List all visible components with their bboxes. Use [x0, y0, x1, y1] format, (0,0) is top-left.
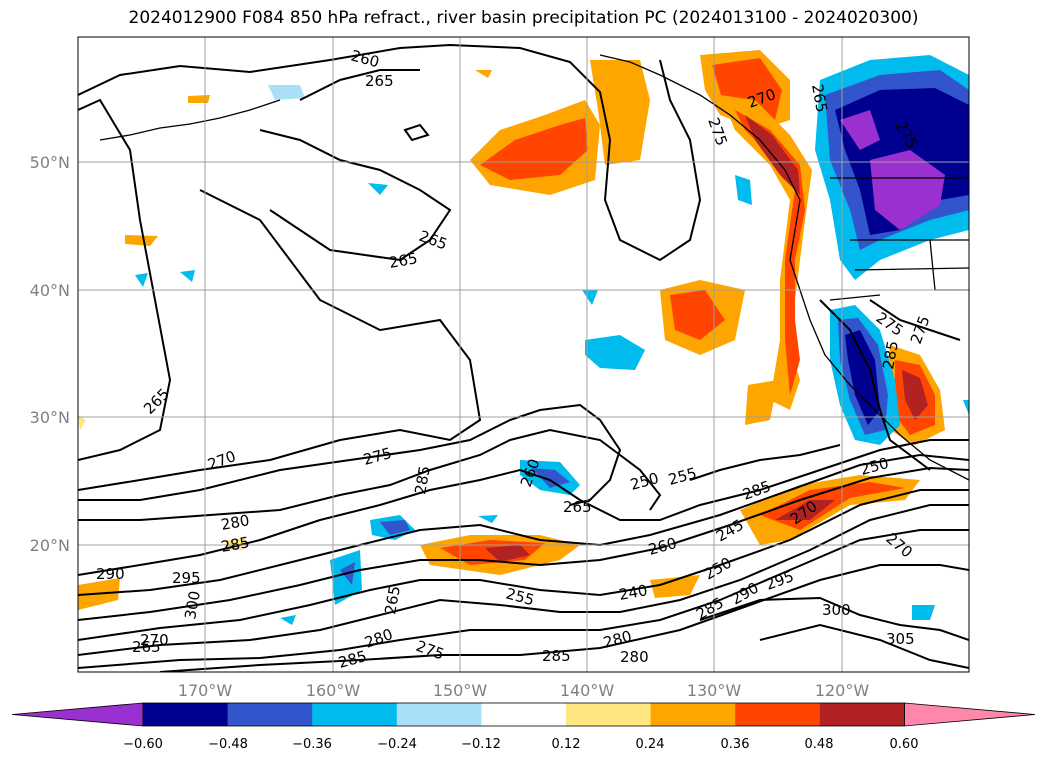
colorbar-outline — [142, 702, 905, 727]
longitude-labels: 170°W 160°W 150°W 140°W 130°W 120°W — [178, 681, 870, 700]
contour-label: 265 — [808, 83, 831, 114]
lon-label: 120°W — [815, 681, 870, 700]
colorbar-segment — [819, 703, 905, 726]
contour-label: 265 — [381, 584, 404, 615]
contour-label: 265 — [365, 72, 394, 90]
lon-label: 130°W — [687, 681, 742, 700]
colorbar-segment — [735, 703, 821, 726]
contour-label: 295 — [172, 569, 201, 587]
colorbar-segment — [227, 703, 313, 726]
contour-label: 300 — [822, 601, 851, 619]
map-border — [77, 36, 970, 673]
colorbar-segment — [481, 703, 567, 726]
lat-label: 20°N — [30, 536, 70, 555]
latitude-labels: 50°N 40°N 30°N 20°N — [30, 153, 70, 555]
colorbar-tick-label: −0.36 — [292, 737, 332, 752]
contour-label: 305 — [886, 630, 915, 648]
colorbar-segment — [396, 703, 482, 726]
contour-label: 265 — [132, 638, 161, 656]
lon-label: 160°W — [306, 681, 361, 700]
contour-label: 265 — [388, 249, 419, 272]
colorbar-tick-label: 0.24 — [636, 737, 665, 752]
contour-label: 285 — [542, 647, 571, 665]
colorbar-segment — [312, 703, 398, 726]
contour-label: 285 — [220, 533, 251, 556]
colorbar-segment — [904, 702, 1036, 727]
lon-label: 170°W — [178, 681, 233, 700]
lat-label: 40°N — [30, 281, 70, 300]
contour-label: 240 — [618, 581, 649, 604]
lat-label: 30°N — [30, 408, 70, 427]
gridlines — [78, 37, 969, 672]
contour-label: 285 — [879, 339, 902, 370]
contour-label: 300 — [181, 589, 204, 620]
colorbar-segment — [11, 702, 144, 727]
map-title: 2024012900 F084 850 hPa refract., river … — [128, 8, 919, 28]
colorbar-segment — [566, 703, 652, 726]
colorbar-tick-labels: −0.60 −0.48 −0.36 −0.24 −0.12 0.12 0.24 … — [123, 737, 918, 752]
lat-label: 50°N — [30, 153, 70, 172]
colorbar-tick-label: −0.24 — [377, 737, 417, 752]
lon-label: 140°W — [560, 681, 615, 700]
colorbar-tick-label: 0.12 — [552, 737, 581, 752]
colorbar-segment — [143, 703, 229, 726]
colorbar-tick-label: −0.48 — [208, 737, 248, 752]
contour-label: 280 — [620, 648, 649, 666]
refractivity-contours — [78, 43, 969, 672]
colorbar-tick-label: 0.60 — [890, 737, 919, 752]
colorbar-tick-label: −0.12 — [461, 737, 501, 752]
colorbar — [11, 702, 1036, 727]
colorbar-segment — [650, 703, 736, 726]
lon-label: 150°W — [433, 681, 488, 700]
colorbar-tick-label: −0.60 — [123, 737, 163, 752]
colorbar-tick-label: 0.48 — [805, 737, 834, 752]
contour-label: 285 — [411, 464, 434, 495]
contour-label: 265 — [563, 498, 592, 516]
colorbar-tick-label: 0.36 — [721, 737, 750, 752]
contour-label: 270 — [140, 631, 169, 649]
contour-label: 290 — [96, 565, 125, 583]
contour-label: 280 — [220, 511, 251, 534]
